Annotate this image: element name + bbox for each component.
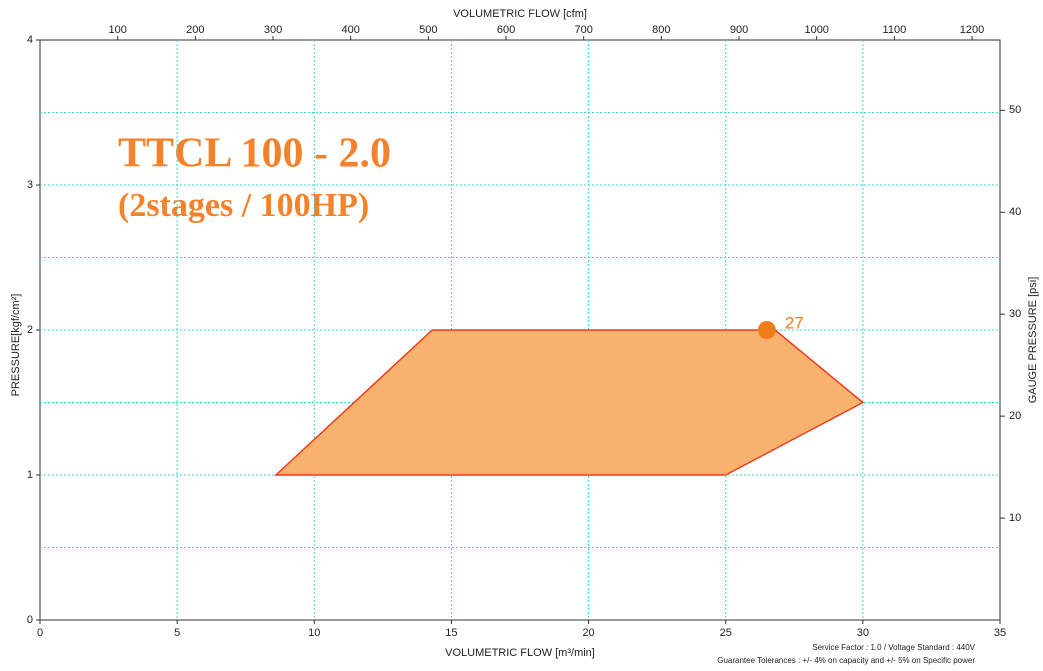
y2-tick-label: 40 — [1009, 206, 1021, 218]
chart-title: TTCL 100 - 2.0 — [118, 131, 391, 177]
x2-tick-label: 200 — [186, 24, 204, 36]
x2-tick-label: 600 — [497, 24, 515, 36]
y2-tick-label: 20 — [1009, 410, 1021, 422]
y-tick-label: 4 — [27, 34, 33, 46]
y2-tick-label: 10 — [1009, 512, 1021, 524]
x2-tick-label: 100 — [108, 24, 126, 36]
y-tick-label: 1 — [27, 469, 33, 481]
x-tick-label: 25 — [720, 627, 732, 639]
x2-tick-label: 900 — [730, 24, 748, 36]
note: Service Factor : 1.0 / Voltage Standard … — [812, 643, 975, 652]
x2-tick-label: 1000 — [804, 24, 828, 36]
x-tick-label: 5 — [174, 627, 180, 639]
note: Guarantee Tolerances : +/- 4% on capacit… — [717, 656, 975, 665]
y2-tick-label: 30 — [1009, 308, 1021, 320]
x2-tick-label: 700 — [575, 24, 593, 36]
x2-tick-label: 300 — [264, 24, 282, 36]
x-tick-label: 15 — [445, 627, 457, 639]
y-tick-label: 0 — [27, 614, 33, 626]
x-tick-label: 20 — [582, 627, 594, 639]
y-tick-label: 3 — [27, 179, 33, 191]
x2-tick-label: 400 — [341, 24, 359, 36]
x2-tick-label: 1100 — [883, 24, 907, 36]
x-tick-label: 35 — [994, 627, 1006, 639]
chart-subtitle: (2stages / 100HP) — [118, 187, 369, 224]
y2-axis-label: GAUGE PRESSURE [psi] — [1027, 277, 1039, 404]
point — [757, 321, 776, 339]
x2-tick-label: 1200 — [960, 24, 984, 36]
x-tick-label: 30 — [857, 627, 869, 639]
x-axis-label: VOLUMETRIC FLOW [m³/min] — [445, 647, 595, 659]
x2-axis-label: VOLUMETRIC FLOW [cfm] — [453, 8, 587, 20]
y2-tick-label: 50 — [1009, 104, 1021, 116]
y-tick-label: 2 — [27, 324, 33, 336]
x-tick-label: 10 — [308, 627, 320, 639]
point-label: 27 — [785, 313, 804, 332]
envelope-area — [273, 329, 865, 476]
x-tick-label: 0 — [37, 627, 43, 639]
x2-tick-label: 800 — [652, 24, 670, 36]
x2-tick-label: 500 — [419, 24, 437, 36]
y-axis-label: PRESSURE[kgf/cm²] — [10, 294, 22, 397]
